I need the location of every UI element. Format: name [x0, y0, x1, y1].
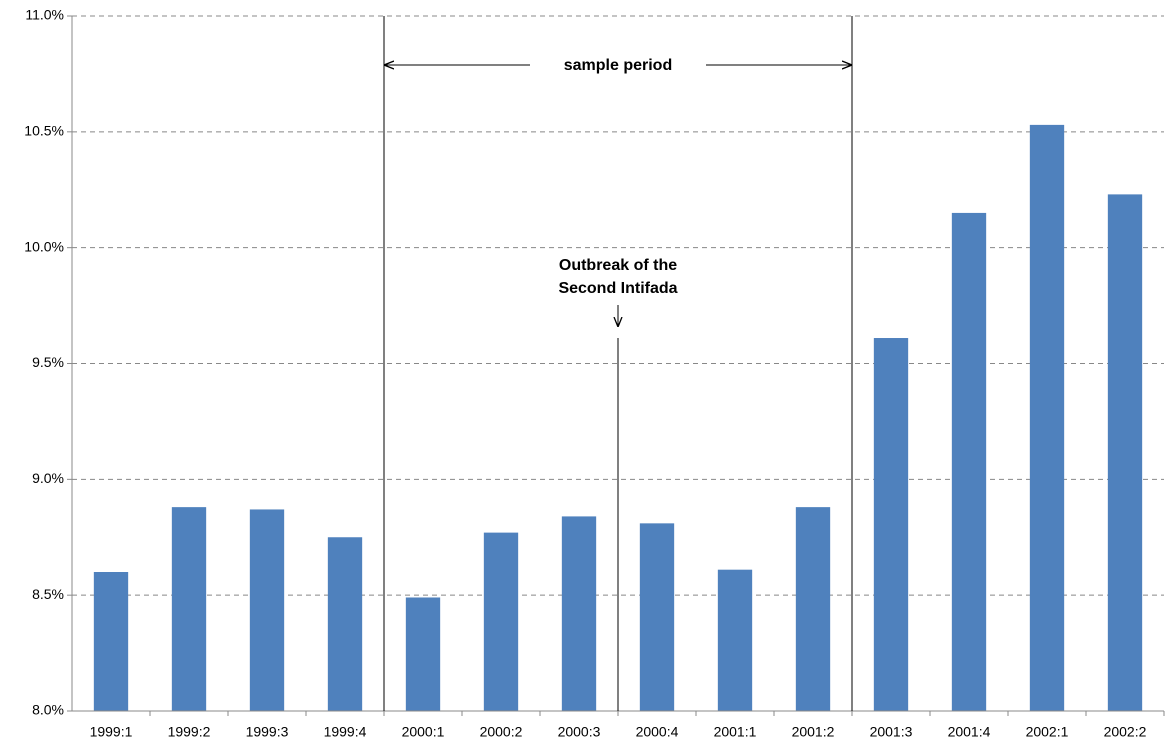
x-tick-label: 1999:3 [246, 724, 289, 740]
bar [639, 523, 675, 711]
x-tick-label: 2000:3 [558, 724, 601, 740]
x-tick-label: 1999:2 [168, 724, 211, 740]
y-tick-label: 9.5% [32, 354, 64, 370]
x-tick-label: 2002:2 [1104, 724, 1147, 740]
bar [795, 507, 831, 711]
bar [873, 338, 909, 711]
x-tick-label: 2002:1 [1026, 724, 1069, 740]
annotation: sample period [564, 57, 672, 74]
y-tick-label: 8.5% [32, 586, 64, 602]
y-tick-label: 9.0% [32, 470, 64, 486]
y-tick-label: 10.5% [24, 123, 64, 139]
x-tick-label: 1999:1 [90, 724, 133, 740]
x-tick-label: 2000:1 [402, 724, 445, 740]
bar [405, 597, 441, 711]
y-tick-label: 11.0% [25, 7, 64, 23]
bar [717, 569, 753, 711]
annotation: Second Intifada [558, 280, 677, 297]
bar [327, 537, 363, 711]
bar [1107, 194, 1143, 712]
x-tick-label: 2001:3 [870, 724, 913, 740]
annotation: Outbreak of the [559, 257, 677, 274]
bar [483, 532, 519, 711]
bar [561, 516, 597, 711]
y-tick-label: 10.0% [24, 238, 64, 254]
x-tick-label: 2001:1 [714, 724, 757, 740]
bar [951, 212, 987, 711]
bar [93, 572, 129, 711]
bar [171, 507, 207, 711]
x-tick-label: 1999:4 [324, 724, 367, 740]
x-tick-label: 2001:2 [792, 724, 835, 740]
bar [1029, 124, 1065, 712]
bar [249, 509, 285, 711]
x-tick-label: 2001:4 [948, 724, 991, 740]
x-tick-label: 2000:2 [480, 724, 523, 740]
y-tick-label: 8.0% [32, 702, 64, 718]
x-tick-label: 2000:4 [636, 724, 679, 740]
